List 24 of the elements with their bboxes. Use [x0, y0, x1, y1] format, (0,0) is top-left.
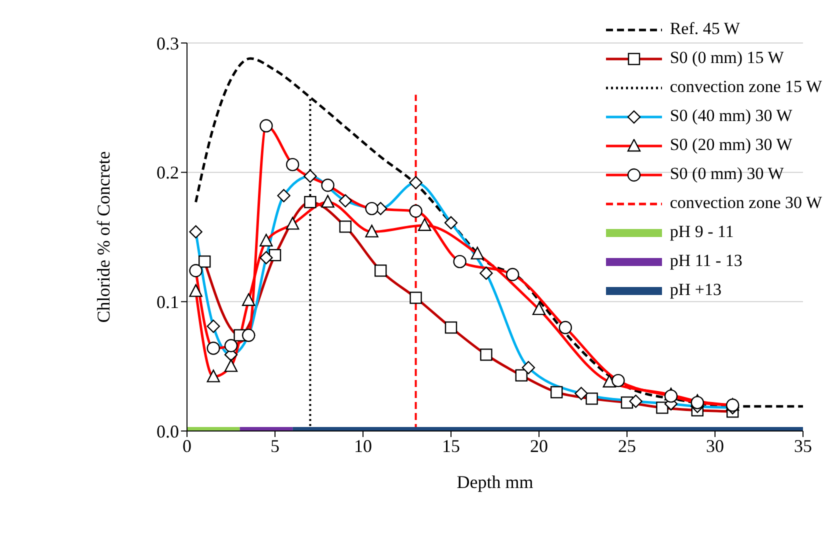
x-tick-label: 0 — [182, 436, 192, 456]
y-tick-label: 0.1 — [156, 292, 179, 312]
y-axis-title: Chloride % of Concrete — [93, 151, 114, 323]
legend-label: S0 (0 mm) 15 W — [670, 48, 784, 67]
x-tick-label: 10 — [354, 436, 372, 456]
x-tick-label: 20 — [530, 436, 548, 456]
legend-label: pH 9 - 11 — [670, 222, 734, 241]
x-tick-label: 15 — [442, 436, 460, 456]
legend-label: convection zone 15 W — [670, 77, 822, 96]
legend-label: S0 (40 mm) 30 W — [670, 106, 792, 125]
y-tick-label: 0.2 — [156, 162, 179, 183]
legend-label: S0 (20 mm) 30 W — [670, 135, 792, 154]
x-tick-label: 35 — [794, 436, 812, 456]
legend-label: pH +13 — [670, 280, 722, 299]
y-tick-label: 0.0 — [156, 421, 179, 442]
legend-label: convection zone 30 W — [670, 193, 822, 212]
x-tick-label: 25 — [618, 436, 636, 456]
legend-label: S0 (0 mm) 30 W — [670, 164, 784, 183]
x-tick-label: 5 — [270, 436, 280, 456]
legend-label: pH 11 - 13 — [670, 251, 742, 270]
y-tick-label: 0.3 — [156, 33, 179, 54]
legend-label: Ref. 45 W — [670, 19, 740, 38]
x-axis-title: Depth mm — [456, 472, 534, 492]
x-tick-label: 30 — [706, 436, 724, 456]
